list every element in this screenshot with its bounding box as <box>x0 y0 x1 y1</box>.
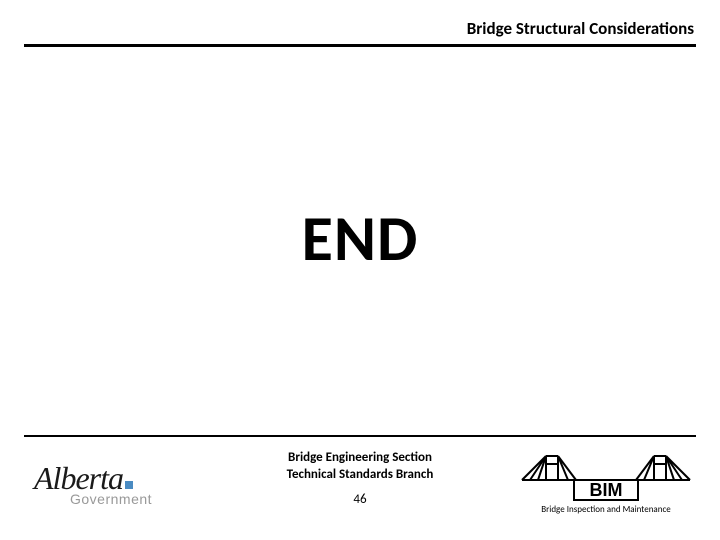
alberta-accent-square-icon <box>125 481 133 489</box>
bim-caption: Bridge Inspection and Maintenance <box>520 504 692 515</box>
bim-logo: BIM Bridge Inspection and Maintenance <box>520 450 692 515</box>
slide: Bridge Structural Considerations END Bri… <box>0 0 720 540</box>
bridge-icon: BIM <box>520 450 692 502</box>
alberta-logo: Alberta Government <box>34 460 184 507</box>
alberta-subtext: Government <box>70 491 184 507</box>
header-title: Bridge Structural Considerations <box>467 18 694 39</box>
main-end-text: END <box>0 200 720 278</box>
bottom-rule <box>24 435 696 437</box>
bim-acronym: BIM <box>590 480 623 500</box>
top-rule <box>24 44 696 47</box>
